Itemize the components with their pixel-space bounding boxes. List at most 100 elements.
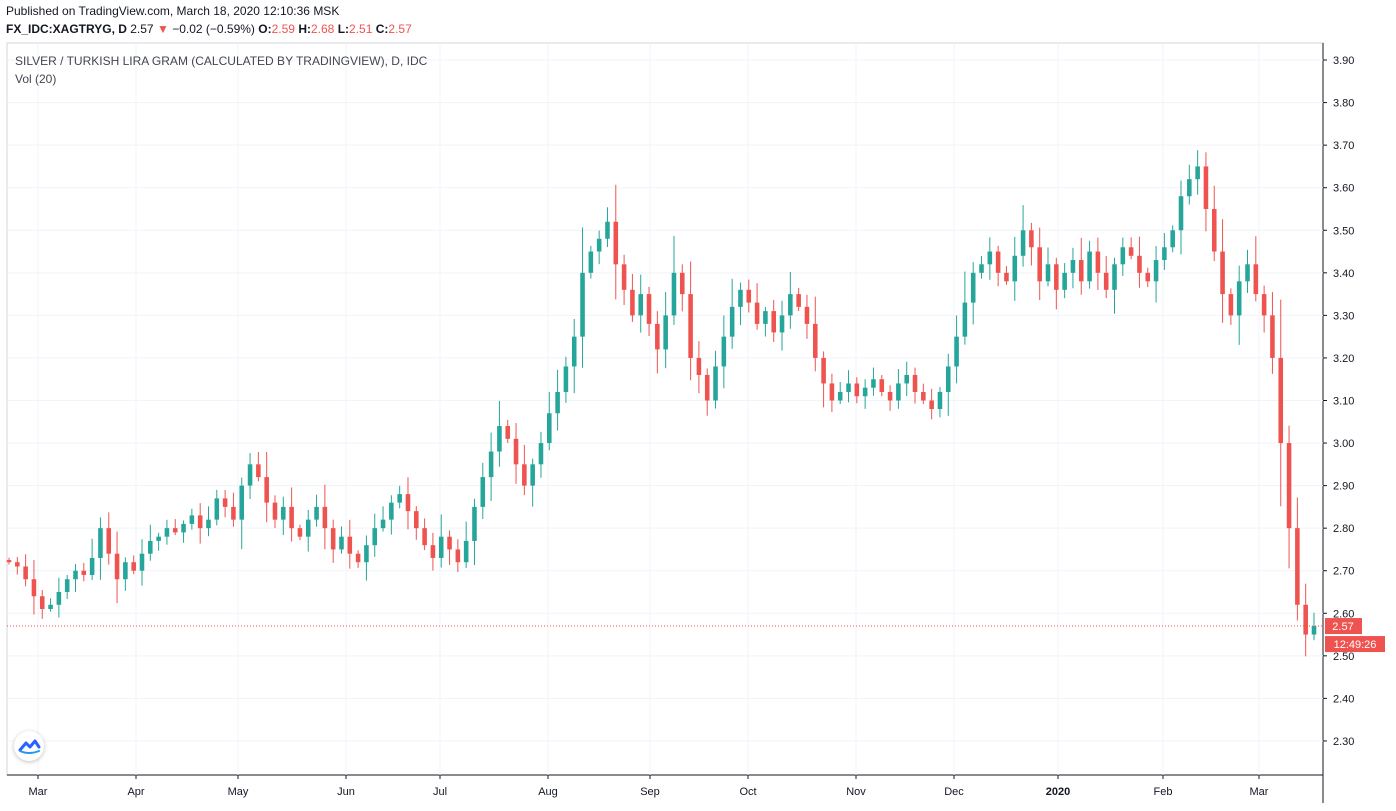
candle-up [56,592,62,605]
candle-up [571,336,577,367]
candle-up [1178,196,1184,231]
countdown-badge [1325,636,1385,653]
candle-up [156,536,161,541]
candle-up [1187,179,1192,197]
candle-down [804,306,810,324]
candle-up [1062,272,1067,290]
low-value: 2.51 [349,22,373,36]
price-change: −0.02 (−0.59%) [172,22,255,36]
tradingview-logo-icon[interactable] [14,731,44,761]
candle-up [862,387,868,397]
y-tick-label: 3.60 [1333,183,1354,195]
candle-up [663,315,668,350]
candle-down [1037,247,1042,282]
candle-down [430,545,436,558]
candle-up [305,519,311,537]
candle-down [1054,264,1059,290]
candle-down [912,374,918,392]
y-tick-label: 3.70 [1333,140,1354,152]
candle-up [98,528,103,558]
candle-up [979,264,984,273]
candle-up [638,294,644,316]
x-tick-label: Feb [1154,786,1173,798]
candle-down [1004,272,1009,282]
y-tick-label: 3.50 [1333,225,1354,237]
x-tick-label: 2020 [1046,786,1070,798]
y-tick-label: 2.50 [1333,651,1354,663]
high-value: 2.68 [310,22,335,36]
candle-down [1203,166,1209,209]
candle-up [962,302,968,337]
candle-up [206,519,211,529]
candle-down [1211,208,1217,252]
candle-up [73,570,78,580]
candle-up [547,413,552,444]
candle-down [106,528,112,554]
candle-up [530,464,535,486]
candle-down [704,374,710,401]
chart-legend-title: SILVER / TURKISH LIRA GRAM (CALCULATED B… [15,54,428,68]
candle-up [1120,247,1126,265]
close-value: 2.57 [388,22,412,36]
candle-down [1278,357,1284,444]
candle-up [214,498,220,520]
candle-up [463,540,469,563]
y-tick-label: 2.60 [1333,608,1354,620]
y-tick-label: 3.00 [1333,438,1354,450]
candle-up [1245,264,1250,282]
candle-down [1270,315,1275,358]
candle-up [314,506,319,520]
x-tick-label: Mar [29,786,48,798]
candle-down [322,506,328,529]
candle-down [688,294,693,358]
candle-down [1095,251,1101,273]
candle-up [580,272,585,337]
candle-up [148,540,153,554]
candle-down [696,357,702,375]
candle-up [488,451,494,478]
candle-up [1045,264,1051,282]
candle-up [945,366,951,392]
candle-down [522,464,527,486]
candle-down [1029,230,1034,248]
candle-up [596,238,602,252]
candle-up [738,289,743,307]
last-price-badge [1325,618,1362,635]
candle-down [1128,247,1134,256]
x-tick-label: Apr [127,786,144,798]
open-label: O: [258,22,272,36]
x-tick-label: Oct [739,786,756,798]
candle-up [239,485,245,520]
candle-up [1070,260,1076,273]
candle-down [114,553,120,580]
candle-down [81,570,87,575]
candle-down [1228,294,1234,316]
candle-up [339,536,344,550]
candle-down [754,302,760,324]
candle-down [646,294,652,324]
x-tick-label: Mar [1250,786,1269,798]
candle-down [679,272,685,295]
x-tick-label: Aug [538,786,558,798]
candle-up [1020,230,1026,256]
symbol-label: FX_IDC:XAGTRYG, D [6,22,127,36]
candle-down [505,426,511,439]
last-price-badge-label: 2.57 [1332,621,1353,633]
candle-down [1261,294,1267,316]
candle-up [123,562,128,580]
candle-up [164,528,170,537]
candle-down [455,549,461,563]
candle-up [247,464,253,486]
candle-down [23,566,28,580]
low-label: L: [337,22,350,36]
candle-up [64,579,70,592]
y-tick-label: 3.30 [1333,310,1354,322]
x-tick-label: Nov [846,786,866,798]
candle-down [447,536,452,550]
candle-down [1220,251,1225,295]
candle-up [671,272,677,316]
candle-down [330,528,336,550]
volume-legend[interactable]: Vol (20) [15,72,57,86]
candle-down [655,323,660,350]
